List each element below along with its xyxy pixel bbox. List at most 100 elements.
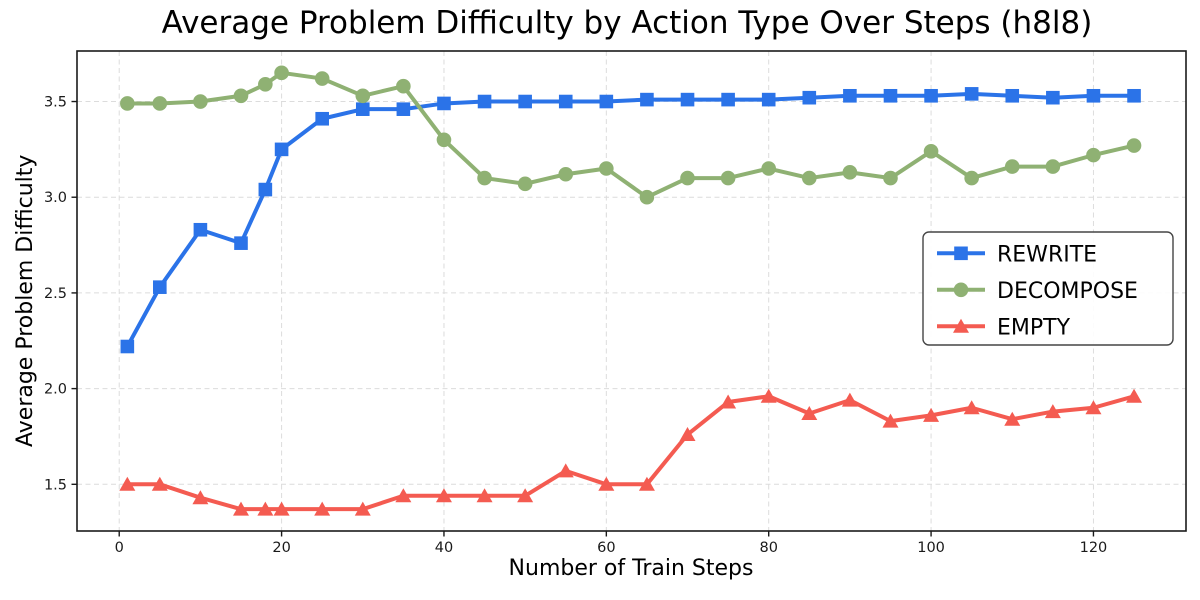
series-rewrite — [120, 87, 1141, 354]
data-point-triangle — [476, 488, 493, 503]
x-tick-label: 60 — [597, 540, 615, 556]
legend: REWRITE DECOMPOSE EMPTY — [922, 231, 1174, 346]
data-point-square — [274, 142, 289, 157]
data-point-circle — [953, 282, 969, 298]
data-point-circle — [761, 161, 777, 176]
data-point-square — [802, 90, 817, 105]
data-point-square — [964, 87, 979, 101]
data-point-circle — [923, 143, 939, 159]
data-point-circle — [1086, 147, 1101, 163]
y-tick-label: 3.0 — [44, 190, 67, 206]
data-point-square — [1046, 90, 1060, 105]
data-point-triangle — [679, 427, 696, 442]
data-point-square — [477, 94, 492, 109]
series-decompose — [120, 65, 1142, 205]
data-point-circle — [1004, 159, 1020, 174]
y-tick-label: 1.5 — [44, 477, 67, 493]
data-point-square — [924, 88, 938, 103]
data-point-triangle — [119, 476, 136, 491]
data-point-square — [258, 182, 273, 197]
legend-label: REWRITE — [997, 242, 1097, 267]
data-point-triangle — [953, 318, 969, 333]
legend-box — [922, 231, 1174, 346]
x-tick-label: 20 — [272, 540, 290, 556]
series-line — [125, 394, 1137, 512]
data-point-triangle — [801, 405, 818, 420]
data-point-circle — [517, 176, 533, 192]
data-point-triangle — [192, 490, 209, 505]
data-point-triangle — [257, 501, 274, 516]
data-point-square — [355, 102, 370, 116]
data-point-square — [1086, 88, 1101, 103]
data-point-square — [599, 94, 614, 109]
data-point-triangle — [882, 413, 899, 428]
data-point-triangle — [557, 463, 574, 478]
legend-item-rewrite: REWRITE — [937, 242, 1097, 267]
data-point-triangle — [638, 476, 655, 491]
data-point-circle — [639, 189, 655, 205]
x-tick-label: 0 — [115, 540, 124, 556]
data-point-square — [761, 92, 776, 107]
data-point-circle — [152, 96, 168, 111]
data-point-square — [193, 222, 208, 237]
data-point-triangle — [517, 488, 534, 503]
data-point-square — [315, 111, 329, 126]
data-point-square — [234, 236, 248, 250]
data-point-triangle — [151, 476, 168, 491]
y-tick-label: 3.5 — [44, 95, 67, 111]
data-point-triangle — [232, 501, 249, 516]
data-point-circle — [680, 170, 695, 186]
data-point-circle — [274, 65, 289, 81]
data-point-triangle — [760, 388, 777, 403]
series-line — [125, 70, 1137, 200]
plot-border — [76, 50, 1187, 532]
data-point-square — [640, 92, 654, 107]
data-point-circle — [720, 170, 736, 186]
data-point-triangle — [720, 394, 737, 409]
data-point-triangle — [435, 488, 452, 503]
data-point-circle — [436, 132, 452, 148]
data-point-triangle — [1044, 404, 1061, 419]
data-point-circle — [883, 170, 898, 186]
data-point-circle — [1126, 138, 1142, 153]
x-tick-label: 40 — [435, 540, 453, 556]
data-point-circle — [801, 170, 817, 186]
data-point-square — [437, 96, 451, 111]
data-point-triangle — [314, 501, 331, 516]
legend-label: EMPTY — [997, 315, 1071, 340]
data-point-circle — [258, 77, 273, 92]
data-point-square — [1005, 88, 1020, 103]
x-axis-label: Number of Train Steps — [508, 556, 754, 581]
data-point-circle — [842, 165, 858, 180]
data-point-triangle — [841, 392, 858, 407]
data-point-square — [1127, 88, 1141, 103]
data-point-square — [954, 246, 968, 261]
data-point-triangle — [354, 501, 371, 516]
data-point-triangle — [923, 407, 940, 422]
data-point-triangle — [1004, 411, 1021, 426]
data-point-square — [721, 92, 735, 107]
data-point-triangle — [598, 476, 615, 491]
legend-label: DECOMPOSE — [997, 279, 1138, 304]
data-point-square — [518, 94, 532, 109]
data-point-square — [843, 88, 857, 103]
chart-title: Average Problem Difficulty by Action Typ… — [161, 5, 1093, 41]
x-tick-label: 120 — [1080, 540, 1108, 556]
data-point-square — [120, 339, 135, 354]
data-point-circle — [233, 88, 249, 104]
data-point-square — [680, 92, 695, 107]
data-point-square — [396, 102, 411, 116]
data-point-triangle — [1085, 400, 1102, 415]
legend-item-decompose: DECOMPOSE — [937, 279, 1138, 304]
data-point-square — [558, 94, 573, 109]
data-point-triangle — [963, 400, 980, 415]
data-point-triangle — [1126, 388, 1143, 403]
data-point-circle — [558, 166, 574, 182]
data-point-circle — [964, 170, 979, 186]
y-tick-label: 2.5 — [44, 286, 67, 302]
legend-item-empty: EMPTY — [937, 315, 1071, 340]
data-point-circle — [599, 161, 614, 176]
data-point-circle — [355, 88, 371, 104]
data-point-circle — [396, 78, 411, 94]
